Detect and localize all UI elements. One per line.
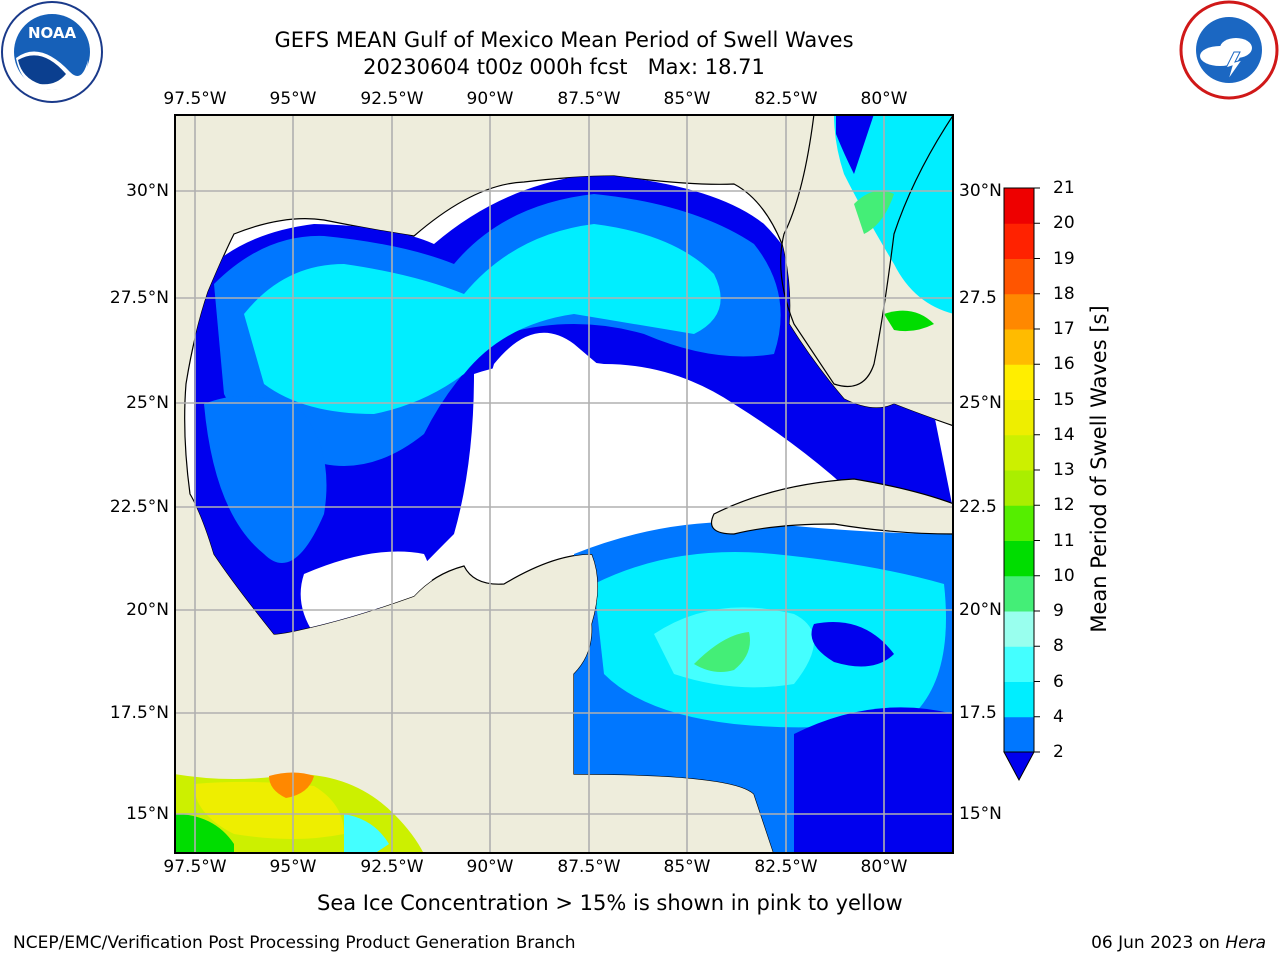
colorbar-bin <box>1004 188 1034 224</box>
lat-label-right: 25°N <box>959 393 1002 413</box>
lon-label-bottom: 97.5°W <box>163 857 227 877</box>
colorbar-bin <box>1004 681 1034 718</box>
colorbar-tick-label: 8 <box>1053 636 1064 657</box>
atlantic-green-2 <box>884 310 934 332</box>
lon-label-top: 95°W <box>269 89 317 109</box>
colorbar-tick-label: 12 <box>1053 495 1075 516</box>
colorbar-bin <box>1004 611 1034 647</box>
colorbar-tick-label: 9 <box>1053 601 1064 621</box>
colorbar-tick-label: 16 <box>1053 354 1075 375</box>
lon-label-top: 90°W <box>466 89 514 109</box>
pacific-cyan <box>344 814 389 854</box>
colorbar-tick-label: 4 <box>1053 706 1064 727</box>
map-panel <box>174 113 956 855</box>
pacific-green <box>174 814 234 854</box>
colorbar-label: Mean Period of Swell Waves [s] <box>1087 305 1111 633</box>
svg-text:NOAA: NOAA <box>28 24 77 42</box>
colorbar-bin <box>1004 399 1034 436</box>
no-data-central <box>490 332 701 494</box>
lon-label-top: 85°W <box>663 89 711 109</box>
colorbar-tick-label: 14 <box>1053 424 1075 445</box>
lat-label-left: 25°N <box>126 393 169 413</box>
colorbar-tick-label: 17 <box>1053 319 1075 339</box>
colorbar-bin <box>1004 716 1034 753</box>
colorbar-bin <box>1004 329 1034 365</box>
lat-label-right: 30°N <box>959 181 1002 201</box>
contour-2-4s-east <box>811 622 894 667</box>
lon-label-top: 92.5°W <box>360 89 424 109</box>
nws-logo <box>1178 0 1280 100</box>
sea-ice-note: Sea Ice Concentration > 15% is shown in … <box>317 891 903 915</box>
graticule <box>174 114 954 854</box>
map-frame <box>174 114 954 854</box>
contour-6-8s <box>244 224 721 414</box>
lon-label-bottom: 95°W <box>269 857 317 877</box>
colorbar-bin <box>1004 364 1034 400</box>
colorbar-bin <box>1004 434 1034 471</box>
colorbar-bin <box>1004 575 1034 612</box>
colorbar-bin <box>1004 293 1034 330</box>
footer-date: 06 Jun 2023 on Hera <box>1091 933 1266 953</box>
florida-land <box>780 113 956 388</box>
colorbar-bin <box>1004 540 1034 577</box>
colorbar-tick-label: 10 <box>1053 565 1075 586</box>
lon-label-bottom: 92.5°W <box>360 857 424 877</box>
lat-label-left: 17.5°N <box>109 703 169 723</box>
lat-label-left: 27.5°N <box>109 288 169 308</box>
colorbar-tick-label: 13 <box>1053 460 1075 480</box>
colorbar-bin <box>1004 470 1034 506</box>
lat-label-left: 20°N <box>126 600 169 620</box>
contour-2-4s-caribbean <box>794 707 954 854</box>
lat-label-left: 30°N <box>126 181 169 201</box>
lon-label-bottom: 87.5°W <box>557 857 621 877</box>
lon-label-top: 97.5°W <box>163 89 227 109</box>
lat-label-right: 20°N <box>959 600 1002 620</box>
lon-label-bottom: 80°W <box>860 857 908 877</box>
colorbar-bin <box>1004 505 1034 541</box>
colorbar-tick-label: 18 <box>1053 283 1075 304</box>
lat-label-right: 15°N <box>959 804 1002 824</box>
colorbar-svg <box>1003 187 1040 782</box>
map-svg <box>174 113 956 855</box>
chart-subtitle-forecast: 20230604 t00z 000h fcst Max: 18.71 <box>363 55 765 79</box>
colorbar-tick-label: 15 <box>1053 389 1075 410</box>
colorbar-extend-arrow <box>1003 751 1035 782</box>
colorbar-bin <box>1004 646 1034 682</box>
colorbar-tick-label: 21 <box>1053 178 1075 198</box>
lon-label-top: 87.5°W <box>557 89 621 109</box>
contour-4-6s-west <box>204 396 327 563</box>
footer-branch: NCEP/EMC/Verification Post Processing Pr… <box>13 933 576 953</box>
lon-label-bottom: 82.5°W <box>754 857 818 877</box>
colorbar-tick-label: 19 <box>1053 248 1075 269</box>
colorbar-bin <box>1004 223 1034 259</box>
lon-label-top: 80°W <box>860 89 908 109</box>
lat-label-right: 27.5 <box>959 288 997 308</box>
contour-9-10s-caribbean <box>694 632 750 672</box>
lat-label-right: 22.5 <box>959 497 997 517</box>
lat-label-left: 15°N <box>126 804 169 824</box>
lon-label-bottom: 85°W <box>663 857 711 877</box>
lon-label-bottom: 90°W <box>466 857 514 877</box>
chart-title: GEFS MEAN Gulf of Mexico Mean Period of … <box>274 28 854 52</box>
swell-period-fill <box>194 176 954 854</box>
colorbar-tick-label: 2 <box>1053 742 1064 762</box>
footer-date-text: 06 Jun 2023 on <box>1091 933 1226 953</box>
footer-host: Hera <box>1225 933 1266 953</box>
colorbar-bin <box>1004 258 1034 295</box>
lon-label-top: 82.5°W <box>754 89 818 109</box>
lat-label-right: 17.5 <box>959 703 997 723</box>
colorbar-tick-label: 20 <box>1053 213 1075 234</box>
pacific-orange <box>269 772 314 798</box>
colorbar-tick-label: 6 <box>1053 671 1064 692</box>
atlantic-dark <box>836 114 874 174</box>
lat-label-left: 22.5°N <box>109 497 169 517</box>
colorbar-tick-label: 11 <box>1053 530 1075 551</box>
colorbar <box>1000 186 1060 786</box>
pacific-yellow <box>194 781 344 839</box>
noaa-logo: NOAA <box>0 0 104 104</box>
